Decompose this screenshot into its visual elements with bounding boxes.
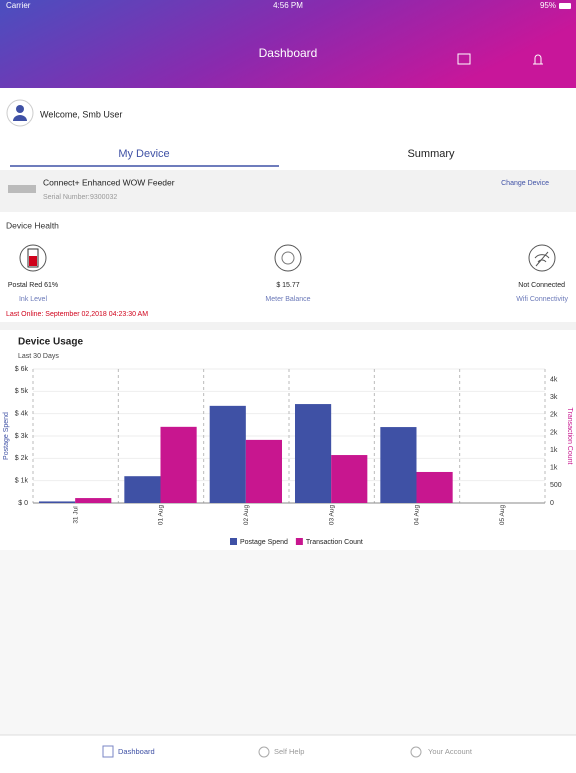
wifi-icon (528, 244, 556, 272)
y2-tick-label: 1k (550, 465, 558, 472)
ink-fill (29, 256, 37, 266)
nav-icon (258, 746, 270, 758)
x-tick-label: 02 Aug (243, 504, 250, 525)
legend-swatch (295, 538, 303, 545)
y2-axis-title: Transaction Count (566, 408, 573, 465)
device-name: Connect+ Enhanced WOW Feeder (43, 177, 175, 187)
x-tick-label: 31 Jul (72, 506, 79, 524)
legend-label: Transaction Count (306, 539, 363, 546)
health-title: Device Health (6, 220, 59, 230)
edit-icon[interactable] (457, 53, 471, 65)
health-label: Wifi Connectivity (516, 296, 568, 303)
health-label: Meter Balance (265, 296, 310, 303)
nav-item[interactable]: Dashboard (118, 747, 155, 756)
y-tick-label: $ 6k (15, 366, 29, 373)
y2-tick-label: 2k (550, 429, 558, 436)
bar (75, 498, 112, 503)
y-axis-title: Postage Spend (3, 412, 10, 460)
header-title: Dashboard (259, 46, 318, 60)
nav-icon (410, 746, 422, 758)
nav-item[interactable]: Your Account (428, 747, 473, 756)
y-tick-label: $ 1k (15, 478, 29, 485)
x-tick-label: 05 Aug (499, 504, 506, 525)
health-value: Not Connected (518, 282, 565, 289)
separator (0, 322, 576, 330)
tab[interactable]: My Device (118, 148, 169, 160)
change-device[interactable]: Change Device (501, 180, 549, 187)
wifi-off (534, 251, 550, 267)
x-tick-label: 01 Aug (158, 504, 165, 525)
health-value: Postal Red 61% (8, 282, 58, 289)
avatar-body (13, 115, 27, 121)
bar (39, 501, 76, 503)
y-tick-label: $ 2k (15, 455, 29, 462)
bar (124, 476, 161, 503)
battery: 95% (540, 1, 556, 10)
y-tick-label: $ 0 (18, 500, 28, 507)
nav-icon (102, 745, 114, 758)
avatar-head (16, 105, 24, 113)
serial: 9300032 (90, 194, 117, 201)
battery-icon (559, 3, 571, 9)
y-tick-label: $ 5k (15, 388, 29, 395)
empty-area (0, 550, 576, 735)
bar (209, 405, 246, 503)
device-card (0, 170, 576, 212)
bar (380, 427, 417, 503)
y-tick-label: $ 4k (15, 411, 29, 418)
bar (416, 471, 453, 503)
health-value: $ 15.77 (276, 282, 299, 289)
carrier: Carrier (6, 1, 31, 10)
legend-swatch (230, 538, 237, 545)
usage-subtitle: Last 30 Days (18, 353, 59, 360)
device-image (8, 185, 36, 193)
time: 4:56 PM (273, 1, 303, 10)
bar (245, 439, 282, 503)
chart: $ 0 $ 1k $ 2k $ 3k $ 4k $ 5k $ 6k 0 500 1k 1k 2k 2k 3… (3, 366, 573, 546)
usage-title: Device Usage (18, 337, 83, 348)
last-online: Last Online: September 02,2018 04:23:30 … (6, 311, 148, 318)
bell-icon[interactable] (533, 54, 543, 65)
x-tick-label: 04 Aug (414, 504, 421, 525)
nav-item[interactable]: Self Help (274, 747, 304, 756)
header-bg (0, 0, 576, 88)
coins (281, 251, 295, 265)
bar (295, 404, 332, 503)
y2-tick-label: 1k (550, 447, 558, 454)
bar (331, 455, 368, 503)
y-tick-label: $ 3k (15, 433, 29, 440)
serial-label: Serial Number: (43, 194, 90, 201)
y2-tick-label: 3k (550, 394, 558, 401)
meter-icon (274, 244, 302, 272)
tab[interactable]: Summary (407, 148, 455, 160)
health-label: Ink Level (19, 296, 47, 303)
y2-tick-label: 0 (550, 500, 554, 507)
welcome: Welcome, Smb User (40, 109, 122, 119)
x-tick-label: 03 Aug (328, 504, 335, 525)
y2-tick-label: 2k (550, 412, 558, 419)
y2-tick-label: 500 (550, 482, 562, 489)
ink-tank (27, 248, 39, 268)
ink-icon (19, 244, 47, 272)
y2-tick-label: 4k (550, 376, 558, 383)
legend-label: Postage Spend (240, 539, 288, 546)
bar (160, 426, 197, 503)
